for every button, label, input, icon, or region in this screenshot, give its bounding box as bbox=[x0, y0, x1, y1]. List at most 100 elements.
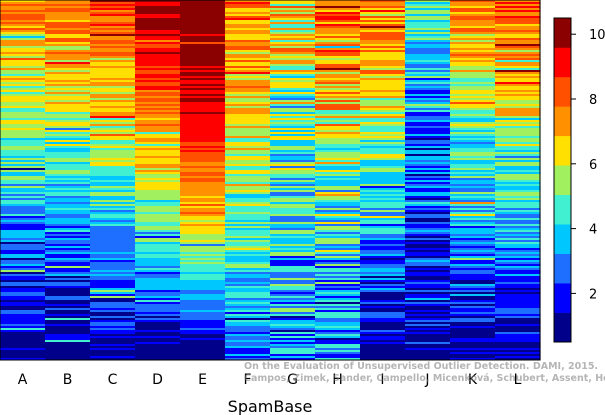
heatmap-cell bbox=[450, 54, 496, 57]
heatmap-cell bbox=[225, 272, 271, 275]
heatmap-cell bbox=[495, 14, 541, 17]
heatmap-cell bbox=[0, 46, 46, 49]
heatmap-cell bbox=[315, 298, 361, 301]
heatmap-cell bbox=[135, 96, 181, 99]
heatmap-cell bbox=[225, 48, 271, 51]
heatmap-cell bbox=[360, 126, 406, 129]
heatmap-cell bbox=[360, 8, 406, 11]
heatmap-cell bbox=[225, 322, 271, 325]
heatmap-cell bbox=[360, 286, 406, 289]
heatmap-cell bbox=[180, 196, 226, 199]
heatmap-cell bbox=[405, 230, 451, 233]
heatmap-cell bbox=[180, 88, 226, 91]
heatmap-cell bbox=[90, 128, 136, 131]
heatmap-cell bbox=[180, 214, 226, 217]
heatmap-cell bbox=[90, 272, 136, 275]
heatmap-cell bbox=[0, 272, 46, 275]
heatmap-cell bbox=[495, 316, 541, 319]
x-axis-label: SpamBase bbox=[228, 397, 313, 415]
heatmap-cell bbox=[90, 328, 136, 331]
heatmap-cell bbox=[495, 274, 541, 277]
heatmap-cell bbox=[360, 262, 406, 265]
heatmap-cell bbox=[405, 4, 451, 7]
heatmap-cell bbox=[135, 182, 181, 185]
heatmap-cell bbox=[90, 200, 136, 203]
heatmap-cell bbox=[495, 344, 541, 347]
heatmap-cell bbox=[90, 222, 136, 225]
heatmap-cell bbox=[225, 68, 271, 71]
heatmap-cell bbox=[225, 296, 271, 299]
heatmap-cell bbox=[180, 112, 226, 115]
heatmap-cell bbox=[0, 250, 46, 253]
heatmap-cell bbox=[450, 156, 496, 159]
heatmap-cell bbox=[360, 50, 406, 53]
x-tick-label-k: K bbox=[468, 372, 478, 388]
heatmap-cell bbox=[405, 180, 451, 183]
heatmap-cell bbox=[180, 156, 226, 159]
heatmap-cell bbox=[450, 358, 496, 361]
heatmap-cell bbox=[360, 20, 406, 23]
heatmap-cell bbox=[0, 70, 46, 73]
heatmap-cell bbox=[45, 72, 91, 75]
heatmap-cell bbox=[135, 358, 181, 361]
heatmap-cell bbox=[495, 86, 541, 89]
heatmap-cell bbox=[180, 132, 226, 135]
heatmap-cell bbox=[90, 192, 136, 195]
heatmap-cell bbox=[45, 178, 91, 181]
heatmap-cell bbox=[0, 218, 46, 221]
heatmap-cell bbox=[90, 204, 136, 207]
heatmap-cell bbox=[135, 246, 181, 249]
heatmap-cell bbox=[225, 298, 271, 301]
heatmap-cell bbox=[450, 224, 496, 227]
heatmap-cell bbox=[45, 46, 91, 49]
heatmap-cell bbox=[450, 80, 496, 83]
heatmap-cell bbox=[135, 174, 181, 177]
heatmap-cell bbox=[0, 350, 46, 353]
heatmap-cell bbox=[90, 316, 136, 319]
heatmap-cell bbox=[270, 310, 316, 313]
heatmap-cell bbox=[360, 314, 406, 317]
heatmap-cell bbox=[90, 76, 136, 79]
heatmap-cell bbox=[45, 26, 91, 29]
heatmap-cell bbox=[360, 22, 406, 25]
heatmap-cell bbox=[135, 190, 181, 193]
heatmap-cell bbox=[180, 226, 226, 229]
heatmap-cell bbox=[45, 6, 91, 9]
heatmap-cell bbox=[315, 128, 361, 131]
heatmap-cell bbox=[135, 108, 181, 111]
heatmap-cell bbox=[90, 6, 136, 9]
heatmap-cell bbox=[180, 8, 226, 11]
heatmap-cell bbox=[315, 352, 361, 355]
heatmap-cell bbox=[90, 300, 136, 303]
heatmap-cell bbox=[360, 18, 406, 21]
heatmap-cell bbox=[90, 270, 136, 273]
heatmap-cell bbox=[270, 168, 316, 171]
heatmap-cell bbox=[135, 316, 181, 319]
heatmap-cell bbox=[45, 12, 91, 15]
heatmap-cell bbox=[360, 120, 406, 123]
heatmap-cell bbox=[135, 284, 181, 287]
heatmap-cell bbox=[270, 58, 316, 61]
heatmap-cell bbox=[180, 64, 226, 67]
heatmap-cell bbox=[225, 12, 271, 15]
heatmap-cell bbox=[270, 110, 316, 113]
heatmap-cell bbox=[135, 158, 181, 161]
heatmap-cell bbox=[180, 164, 226, 167]
heatmap-cell bbox=[0, 320, 46, 323]
heatmap-cell bbox=[495, 282, 541, 285]
heatmap-cell bbox=[315, 164, 361, 167]
heatmap-cell bbox=[45, 188, 91, 191]
heatmap-cell bbox=[0, 310, 46, 313]
heatmap-cell bbox=[270, 330, 316, 333]
heatmap-cell bbox=[135, 2, 181, 5]
heatmap-cell bbox=[495, 342, 541, 345]
heatmap-cell bbox=[270, 60, 316, 63]
heatmap-cell bbox=[495, 294, 541, 297]
heatmap-cell bbox=[495, 312, 541, 315]
heatmap-cell bbox=[270, 304, 316, 307]
heatmap-cell bbox=[315, 262, 361, 265]
heatmap-cell bbox=[225, 10, 271, 13]
heatmap-cell bbox=[0, 266, 46, 269]
heatmap-cell bbox=[495, 278, 541, 281]
